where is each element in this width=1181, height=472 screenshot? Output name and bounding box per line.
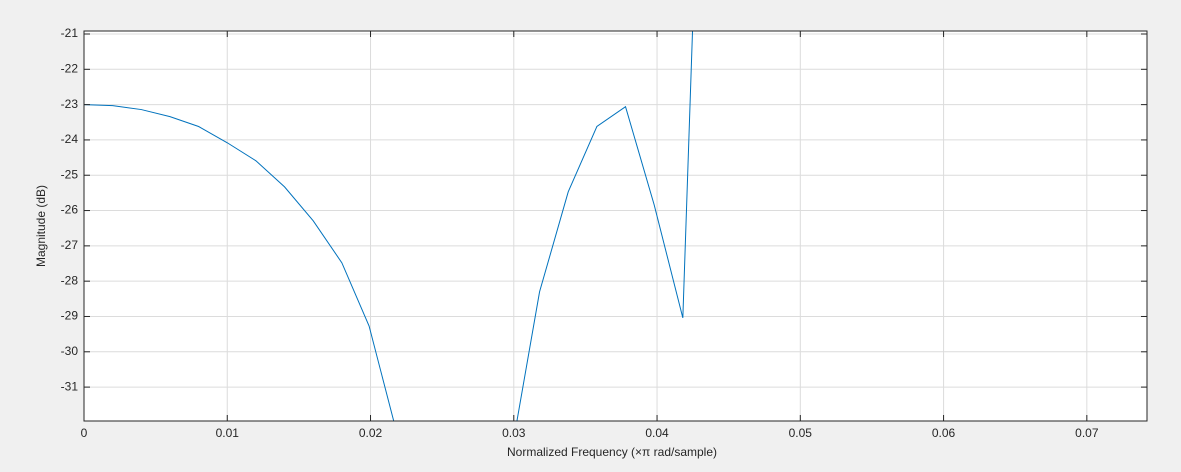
plot-frame <box>83 30 1148 422</box>
y-tick-label: -31 <box>61 379 79 393</box>
y-tick-label: -22 <box>61 61 79 75</box>
y-tick-label: -30 <box>61 344 79 358</box>
x-tick-label: 0.01 <box>216 426 240 440</box>
line-series <box>84 31 694 421</box>
x-tick-label: 0 <box>81 426 88 440</box>
y-tick-label: -23 <box>61 97 79 111</box>
y-tick-label: -25 <box>61 167 79 181</box>
x-tick-label: 0.03 <box>502 426 526 440</box>
y-tick-label: -24 <box>61 132 79 146</box>
x-tick-label: 0.07 <box>1075 426 1099 440</box>
y-tick-label: -21 <box>61 26 79 40</box>
y-tick-label: -28 <box>61 273 79 287</box>
plot-area <box>84 31 1147 421</box>
y-tick-label: -29 <box>61 309 79 323</box>
x-tick-label: 0.04 <box>645 426 669 440</box>
y-tick-label: -26 <box>61 203 79 217</box>
x-tick-label: 0.02 <box>359 426 383 440</box>
x-tick-label: 0.05 <box>789 426 813 440</box>
y-axis-label: Magnitude (dB) <box>34 185 48 267</box>
x-tick-label: 0.06 <box>932 426 956 440</box>
y-tick-label: -27 <box>61 238 79 252</box>
x-axis-label: Normalized Frequency (×π rad/sample) <box>507 445 717 459</box>
